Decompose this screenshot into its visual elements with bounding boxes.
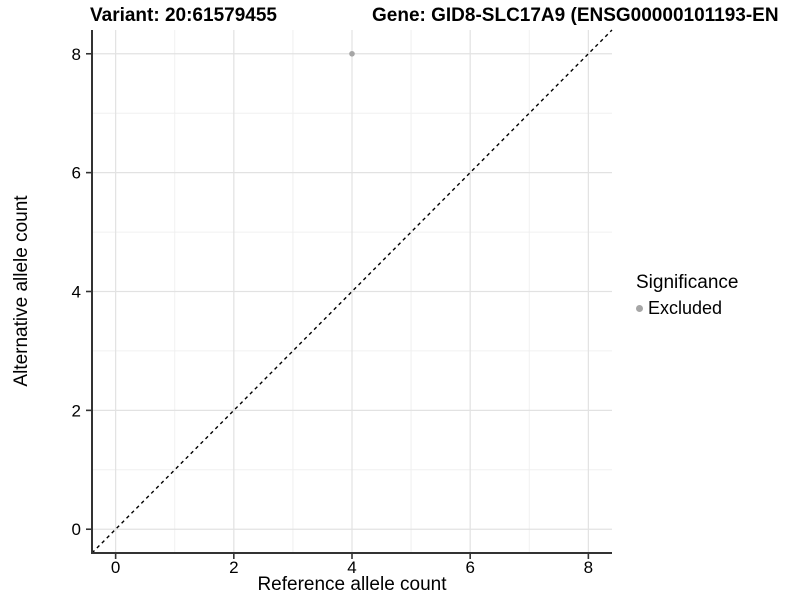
y-tick-label: 0 <box>72 520 81 539</box>
y-tick-label: 6 <box>72 164 81 183</box>
x-tick-label: 0 <box>111 558 120 577</box>
legend-item-excluded: Excluded <box>636 298 738 319</box>
variant-title: Variant: 20:61579455 <box>90 5 277 26</box>
x-tick-label: 6 <box>465 558 474 577</box>
gene-title: Gene: GID8-SLC17A9 (ENSG00000101193-EN <box>372 5 779 26</box>
y-tick-label: 4 <box>72 283 81 302</box>
legend-item-label: Excluded <box>648 298 723 318</box>
x-tick-label: 8 <box>584 558 593 577</box>
y-tick-label: 8 <box>72 45 81 64</box>
x-tick-label: 2 <box>229 558 238 577</box>
x-axis-label: Reference allele count <box>257 574 447 595</box>
legend: Significance Excluded <box>636 272 738 319</box>
y-tick-label: 2 <box>72 401 81 420</box>
excluded-point-icon <box>636 305 643 312</box>
y-axis-label: Alternative allele count <box>11 195 32 387</box>
x-tick-label: 4 <box>347 558 356 577</box>
legend-title: Significance <box>636 272 739 293</box>
data-point-excluded <box>349 50 355 57</box>
